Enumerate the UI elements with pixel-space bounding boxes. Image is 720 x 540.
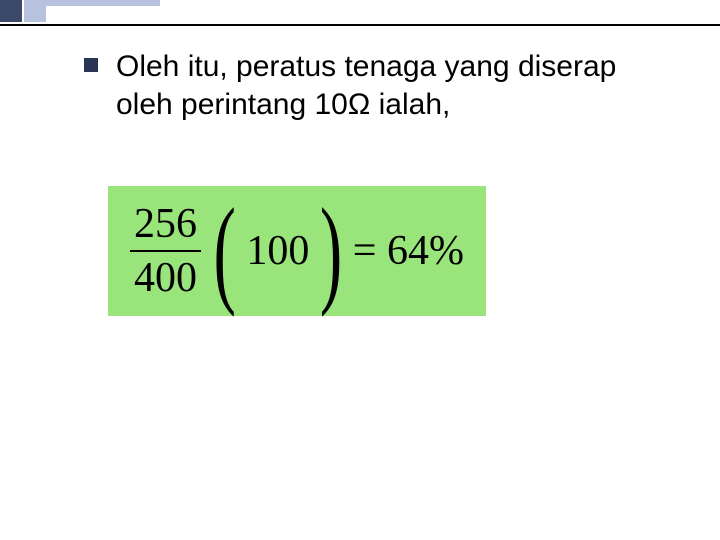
slide-content: Oleh itu, peratus tenaga yang diserap ol…: [84, 48, 680, 123]
fraction: 256 400: [130, 200, 201, 302]
equation-box: 256 400 ( 100 ) = 64%: [108, 186, 486, 316]
fraction-denominator: 400: [130, 254, 201, 302]
accent-square-light: [24, 0, 46, 22]
equation-multiplier: 100: [246, 227, 309, 275]
accent-square-dark: [0, 0, 22, 22]
bullet-text: Oleh itu, peratus tenaga yang diserap ol…: [116, 48, 680, 123]
right-paren: ): [320, 221, 342, 281]
fraction-numerator: 256: [130, 200, 201, 248]
corner-accent: [0, 0, 160, 24]
equation-equals: =: [353, 227, 377, 275]
accent-bar: [46, 0, 160, 6]
top-rule: [0, 24, 720, 26]
equation-result: 64%: [387, 227, 464, 275]
left-paren: (: [214, 221, 236, 281]
square-bullet-icon: [84, 58, 98, 72]
fraction-bar: [130, 250, 201, 252]
bullet-item: Oleh itu, peratus tenaga yang diserap ol…: [84, 48, 680, 123]
